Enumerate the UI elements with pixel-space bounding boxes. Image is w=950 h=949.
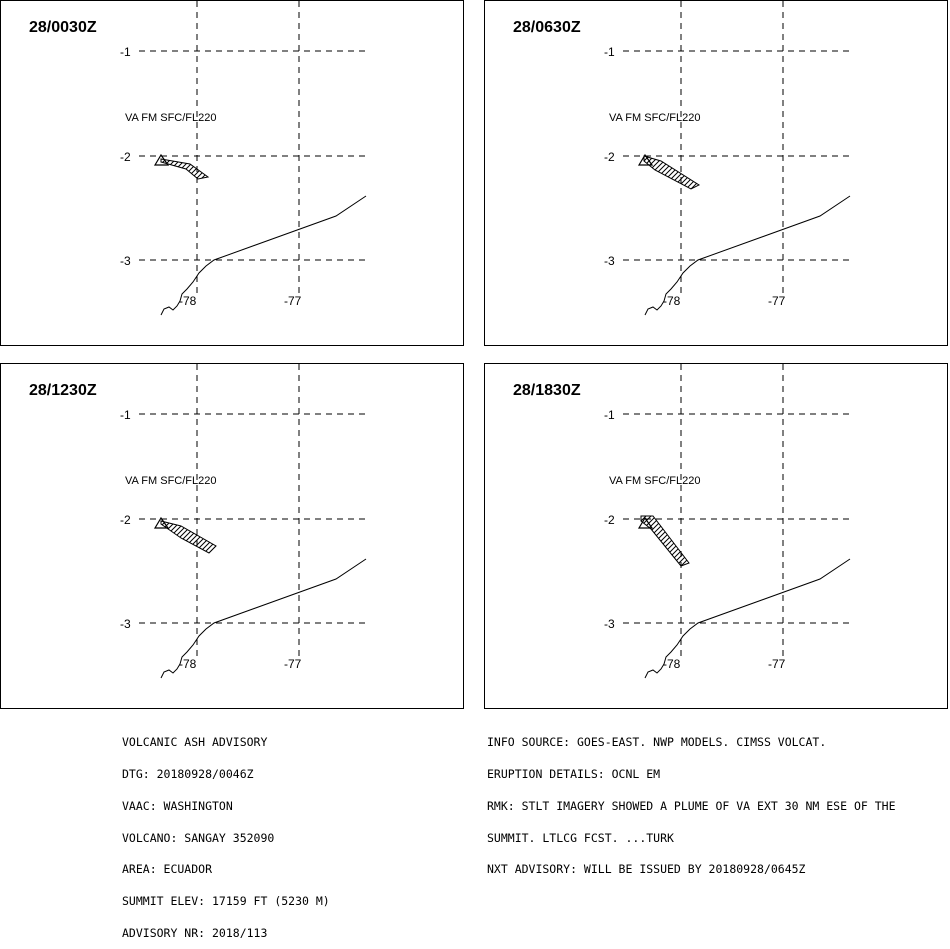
advisory-line: SUMMIT. LTLCG FCST. ...TURK: [487, 830, 674, 845]
latitude-label: -3: [604, 617, 615, 631]
latitude-label: -2: [604, 513, 615, 527]
ash-plume-hatch: [161, 159, 208, 179]
latitude-label: -3: [120, 617, 131, 631]
panel-time-label: 28/0030Z: [29, 19, 97, 36]
advisory-right-block: INFO SOURCE: GOES-EAST. NWP MODELS. CIMS…: [487, 716, 896, 886]
va-altitude-label: VA FM SFC/FL220: [609, 112, 701, 124]
advisory-line: RMK: STLT IMAGERY SHOWED A PLUME OF VA E…: [487, 798, 896, 813]
longitude-label: -78: [663, 657, 681, 671]
longitude-label: -77: [768, 657, 786, 671]
latitude-label: -1: [120, 408, 131, 422]
ash-plume-area: [640, 515, 690, 567]
map-canvas: -1 -2 -3 -78 -77 VA FM SFC/FL220: [604, 364, 851, 679]
advisory-line: VAAC: WASHINGTON: [122, 798, 233, 813]
volcano-marker-icon: [637, 153, 654, 166]
latitude-label: -1: [120, 45, 131, 59]
latitude-label: -1: [604, 408, 615, 422]
longitude-label: -78: [663, 294, 681, 308]
latitude-label: -2: [120, 150, 131, 164]
advisory-line: DTG: 20180928/0046Z: [122, 766, 254, 781]
panel-time-label: 28/1230Z: [29, 382, 97, 399]
boundary-line: [160, 195, 367, 316]
longitude-label: -77: [284, 657, 302, 671]
advisory-line: NXT ADVISORY: WILL BE ISSUED BY 20180928…: [487, 862, 806, 877]
map-canvas: -1 -2 -3 -78 -77 VA FM SFC/FL220: [604, 1, 851, 316]
va-altitude-label: VA FM SFC/FL220: [609, 475, 701, 487]
map-panel-3: -1 -2 -3 -78 -77 VA FM SFC/FL220 28/1230Z: [0, 363, 464, 709]
longitude-label: -78: [179, 294, 197, 308]
advisory-line: AREA: ECUADOR: [122, 862, 213, 877]
advisory-line: ERUPTION DETAILS: OCNL EM: [487, 766, 661, 781]
map-canvas: -1 -2 -3 -78 -77 VA FM SFC/FL220: [120, 1, 367, 316]
longitude-label: -77: [284, 294, 302, 308]
panel-time-label: 28/0630Z: [513, 19, 581, 36]
longitude-label: -77: [768, 294, 786, 308]
map-canvas: -1 -2 -3 -78 -77 VA FM SFC/FL220: [120, 364, 367, 679]
latitude-label: -3: [120, 254, 131, 268]
latitude-label: -2: [120, 513, 131, 527]
latitude-label: -3: [604, 254, 615, 268]
boundary-line: [160, 558, 367, 679]
map-panel-2: -1 -2 -3 -78 -77 VA FM SFC/FL220 28/0630Z: [484, 0, 948, 346]
map-panel-4: -1 -2 -3 -78 -77 VA FM SFC/FL220 28/1830Z: [484, 363, 948, 709]
ash-plume-area: [160, 520, 217, 554]
panel-time-label: 28/1830Z: [513, 382, 581, 399]
latitude-label: -1: [604, 45, 615, 59]
advisory-line: VOLCANIC ASH ADVISORY: [122, 735, 268, 750]
va-altitude-label: VA FM SFC/FL220: [125, 475, 217, 487]
map-panel-1: -1 -2 -3 -78 -77 VA FM SFC/FL220 28/0030Z: [0, 0, 464, 346]
advisory-left-block: VOLCANIC ASH ADVISORY DTG: 20180928/0046…: [122, 716, 330, 949]
ash-plume-hatch: [644, 156, 699, 189]
boundary-line: [644, 195, 851, 316]
ash-plume-area: [643, 155, 701, 190]
va-altitude-label: VA FM SFC/FL220: [125, 112, 217, 124]
ash-plume-area: [160, 158, 210, 180]
ash-plume-hatch: [161, 521, 216, 553]
advisory-line: VOLCANO: SANGAY 352090: [122, 830, 275, 845]
advisory-line: INFO SOURCE: GOES-EAST. NWP MODELS. CIMS…: [487, 735, 827, 750]
advisory-line: ADVISORY NR: 2018/113: [122, 925, 268, 940]
latitude-label: -2: [604, 150, 615, 164]
advisory-line: SUMMIT ELEV: 17159 FT (5230 M): [122, 894, 330, 909]
longitude-label: -78: [179, 657, 197, 671]
boundary-line: [644, 558, 851, 679]
